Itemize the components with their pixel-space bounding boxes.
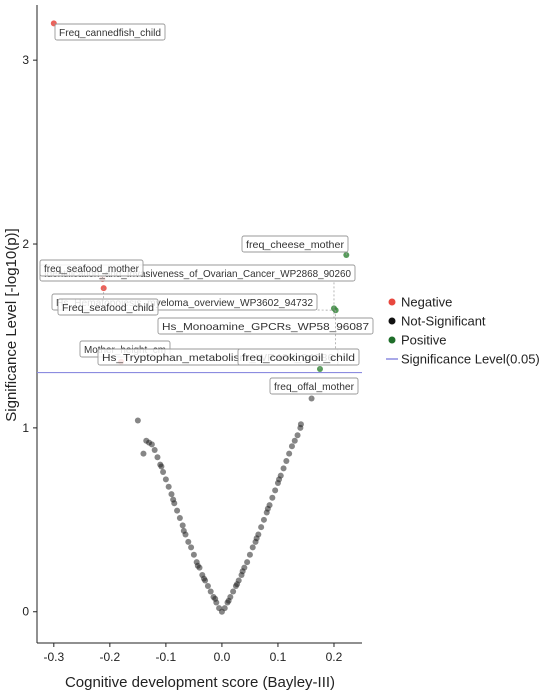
x-tick-label: -0.3: [43, 650, 64, 664]
data-point: [194, 562, 201, 569]
data-point: [204, 583, 211, 590]
label-box: [39, 259, 144, 277]
points-layer: [50, 20, 350, 615]
data-point: [297, 421, 304, 428]
data-point: [249, 544, 256, 551]
data-point: [180, 527, 187, 534]
legend-swatch: [388, 298, 396, 306]
data-point: [200, 575, 207, 582]
data-point: [154, 454, 161, 461]
labels-layer: Freq_cannedfish_childfreq_cheese_motherI…: [39, 23, 374, 399]
data-point: [253, 535, 260, 542]
data-point: [190, 551, 197, 558]
data-point: [272, 487, 279, 494]
legend-item: Not-Significant: [388, 314, 486, 329]
y-tick-label: 3: [22, 53, 29, 67]
x-axis-title: Cognitive development score (Bayley-III): [65, 674, 335, 691]
data-point: [239, 568, 246, 575]
label-box: [57, 298, 159, 316]
data-point: [165, 483, 172, 490]
data-point: [283, 457, 290, 464]
data-point: [170, 496, 177, 503]
point-label: Freq_seafood_child: [57, 288, 159, 316]
data-point: [188, 544, 195, 551]
data-point: [269, 494, 276, 501]
data-point: [134, 417, 141, 424]
data-point: [291, 437, 298, 444]
legend-label: Significance Level(0.05): [401, 352, 540, 367]
label-box: [157, 317, 374, 335]
data-point: [294, 432, 301, 439]
data-point: [160, 469, 167, 476]
point-label: freq_cookingoil_child: [237, 348, 360, 370]
data-point: [258, 524, 265, 531]
point-label: freq_seafood_mother: [39, 259, 144, 279]
data-point: [276, 476, 283, 483]
label-box: [237, 348, 360, 366]
data-point: [288, 443, 295, 450]
data-point: [244, 559, 251, 566]
data-point: [207, 588, 214, 595]
x-tick-label: 0.2: [326, 650, 343, 664]
label-text: Freq_cannedfish_child: [59, 27, 161, 39]
y-tick-label: 0: [22, 605, 29, 619]
data-point: [280, 465, 287, 472]
data-point: [174, 507, 181, 514]
legend-item: Positive: [388, 333, 447, 348]
data-point: [230, 588, 237, 595]
label-leader-line: [53, 23, 56, 25]
y-tick-label: 1: [22, 421, 29, 435]
label-text: Freq_seafood_child: [62, 302, 154, 314]
legend-label: Not-Significant: [401, 314, 486, 329]
axes: -0.3 -0.2 -0.1 0.0 0.1 0.2 0 1 2 3: [22, 5, 362, 664]
legend-item: Significance Level(0.05): [386, 352, 540, 367]
legend-item: Negative: [388, 295, 452, 310]
data-point: [225, 597, 232, 604]
data-point: [168, 491, 175, 498]
label-box: [241, 235, 349, 253]
data-point: [234, 581, 241, 588]
data-point: [185, 538, 192, 545]
x-tick-label: -0.2: [100, 650, 121, 664]
label-text: freq_cookingoil_child: [242, 352, 355, 364]
data-point: [216, 605, 223, 612]
label-text: Hs_Monoamine_GPCRs_WP58_96087: [162, 321, 369, 333]
x-tick-label: 0.0: [214, 650, 231, 664]
point-label: Freq_cannedfish_child: [53, 23, 166, 41]
data-point: [260, 516, 267, 523]
data-point: [286, 450, 293, 457]
data-point: [162, 476, 169, 483]
label-text: freq_cheese_mother: [246, 239, 345, 251]
label-box: [54, 23, 166, 41]
legend-label: Positive: [401, 333, 447, 348]
point-label: freq_offal_mother: [269, 377, 359, 399]
legend-swatch: [388, 336, 396, 344]
data-point: [176, 514, 183, 521]
data-point: [143, 437, 150, 444]
data-point: [264, 505, 271, 512]
data-point: [212, 595, 219, 602]
point-label: Hs_Monoamine_GPCRs_WP58_96087: [157, 308, 374, 335]
y-tick-label: 2: [22, 237, 29, 251]
data-point: [179, 522, 186, 529]
data-point: [221, 605, 228, 612]
legend-label: Negative: [401, 295, 452, 310]
label-text: freq_seafood_mother: [44, 263, 139, 275]
point-label: freq_cheese_mother: [241, 235, 349, 256]
legend: Negative Not-Significant Positive Significa…: [386, 295, 540, 367]
data-point: [140, 450, 147, 457]
x-tick-label: 0.1: [270, 650, 287, 664]
legend-swatch: [388, 317, 396, 325]
label-text: freq_offal_mother: [274, 381, 354, 393]
label-box: [269, 377, 359, 395]
x-tick-label: -0.1: [156, 650, 177, 664]
y-axis-title: Significance Level [-log10(p)]: [3, 228, 20, 421]
data-point: [158, 463, 165, 470]
data-point: [246, 551, 253, 558]
data-point: [151, 446, 158, 453]
